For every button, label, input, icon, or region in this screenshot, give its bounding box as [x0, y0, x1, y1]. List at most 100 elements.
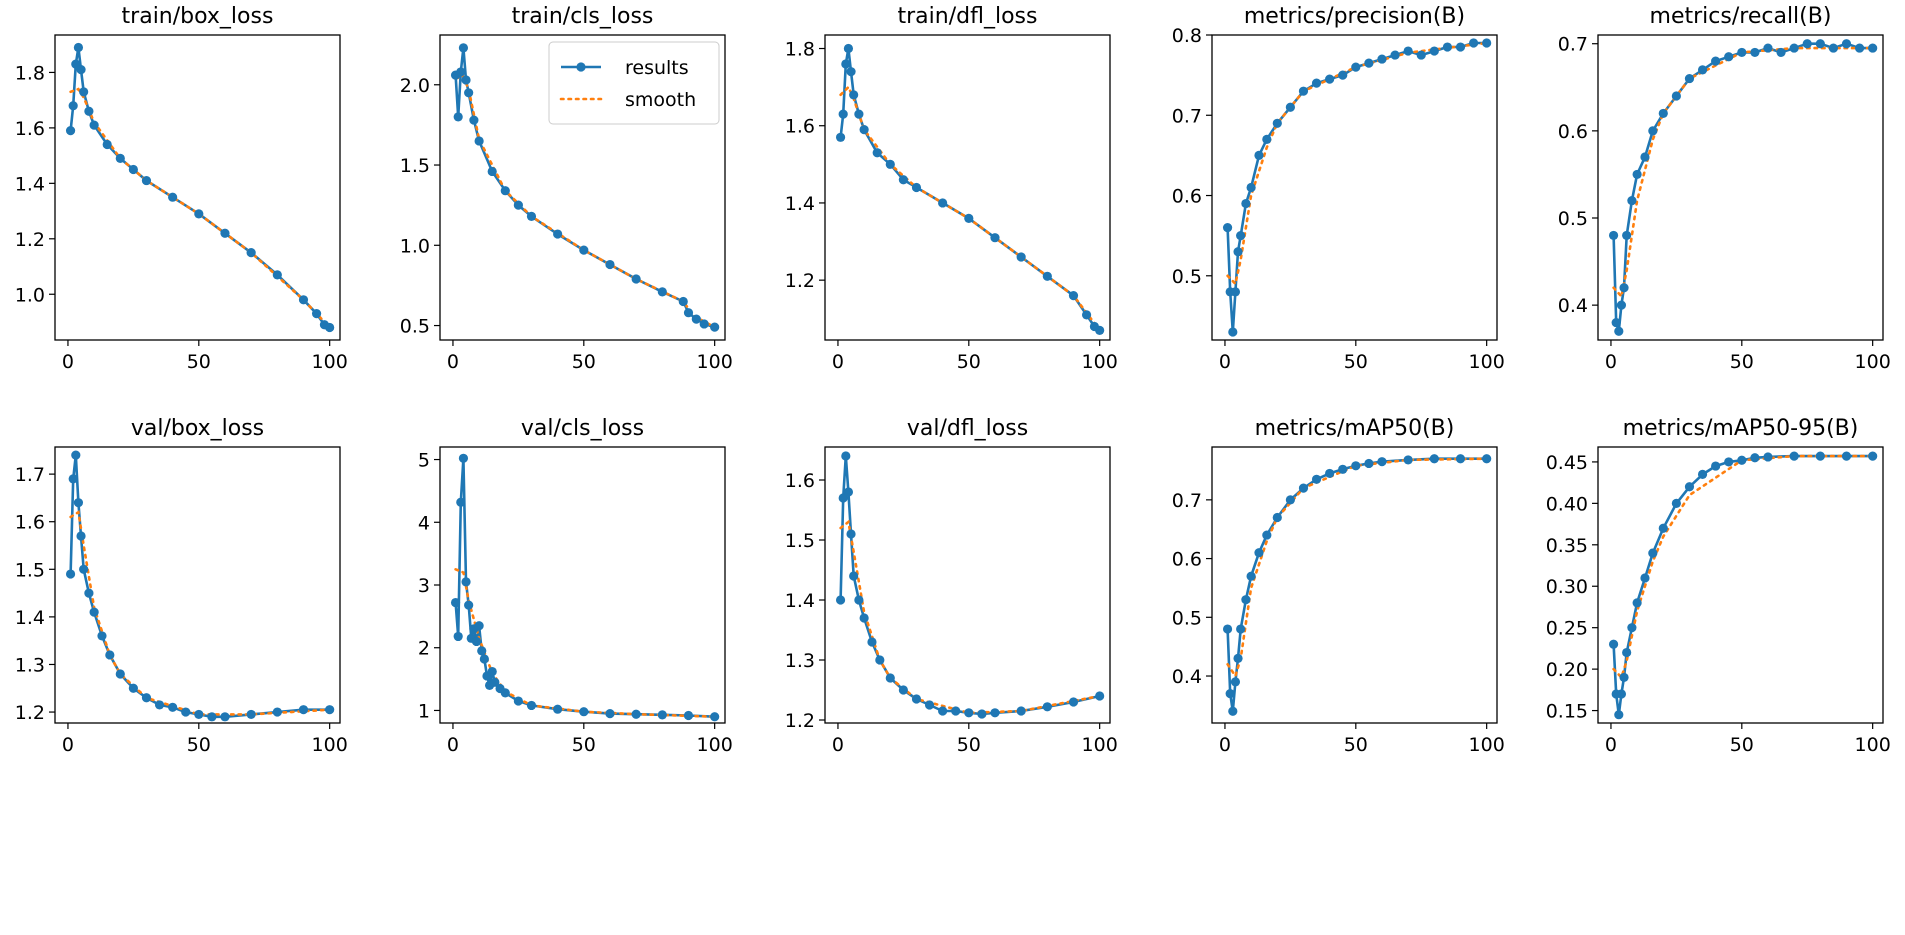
chart-metrics-precision-b-point	[1364, 58, 1374, 68]
chart-val-cls-loss-ytick-label: 5	[418, 450, 430, 472]
chart-metrics-map50-95-b-ytick-label: 0.15	[1546, 701, 1588, 723]
chart-val-box-loss-point	[220, 712, 230, 722]
chart-metrics-map50-95-b-point	[1684, 482, 1695, 492]
chart-val-dfl-loss-point	[924, 700, 935, 710]
chart-metrics-map50-95-b-point	[1614, 710, 1624, 720]
chart-metrics-map50-b-point	[1222, 624, 1233, 634]
chart-val-cls-loss-point	[526, 700, 537, 711]
chart-val-dfl-loss-point	[938, 706, 948, 716]
chart-metrics-recall-b-point	[1614, 326, 1624, 336]
chart-train-box-loss-point	[325, 322, 335, 333]
chart-metrics-map50-95-b-ytick-label: 0.40	[1546, 493, 1588, 515]
chart-train-box-loss-point	[115, 153, 125, 163]
chart-val-dfl-loss-point	[854, 595, 864, 605]
chart-metrics-precision-b-axes-frame	[1211, 34, 1498, 341]
chart-train-dfl-loss-point	[885, 159, 895, 169]
chart-train-cls-loss-point	[657, 287, 667, 297]
chart-val-dfl-loss-point	[1068, 697, 1079, 707]
chart-val-box-loss: val/box_loss 0 50 100 1.2 1.3 1.4 1.5 1.6 1.7	[15, 416, 348, 756]
chart-val-box-loss-ytick-label: 1.4	[15, 607, 45, 629]
chart-val-cls-loss-point	[657, 710, 667, 720]
chart-val-cls-loss-point	[458, 453, 469, 463]
chart-train-box-loss-xtick-label: 100	[312, 351, 348, 373]
chart-train-box-loss-xtick-label: 0	[62, 351, 74, 373]
chart-metrics-map50-b-xtick-label: 100	[1469, 734, 1505, 756]
chart-metrics-recall-b-point	[1622, 230, 1632, 241]
chart-train-box-loss-smooth-line	[69, 87, 332, 329]
chart-metrics-precision-b-point	[1416, 50, 1426, 60]
chart-val-box-loss-point	[194, 709, 204, 720]
chart-val-dfl-loss-axes-frame	[824, 446, 1111, 724]
chart-metrics-map50-b-point	[1364, 458, 1374, 469]
chart-metrics-precision-b-xtick-label: 0	[1219, 351, 1231, 373]
chart-val-cls-loss-smooth-line	[454, 567, 717, 719]
chart-metrics-precision-b-results-line	[1226, 41, 1487, 334]
chart-metrics-map50-b-point	[1246, 571, 1256, 581]
chart-val-dfl-loss-point	[867, 637, 877, 647]
chart-val-dfl-loss-point	[838, 493, 848, 503]
chart-metrics-precision-b-ytick-label: 0.7	[1172, 105, 1202, 127]
chart-metrics-precision-b-xtick-label: 100	[1469, 351, 1505, 373]
chart-metrics-map50-b-point	[1325, 468, 1335, 479]
chart-val-dfl-loss-point	[964, 708, 974, 718]
chart-metrics-precision-b-point	[1236, 231, 1246, 241]
chart-metrics-map50-b-point	[1455, 454, 1466, 464]
chart-val-box-loss-xtick-label: 100	[312, 734, 348, 756]
chart-val-cls-loss-point	[464, 600, 474, 610]
chart-metrics-recall-b-plot-area	[1608, 39, 1878, 336]
chart-train-dfl-loss-point	[911, 182, 922, 193]
chart-val-box-loss-results-line	[69, 453, 330, 719]
chart-metrics-recall-b-point	[1671, 91, 1681, 101]
chart-metrics-map50-b-point	[1482, 454, 1492, 464]
chart-train-cls-loss-ytick-label: 2.0	[400, 75, 430, 97]
chart-val-dfl-loss-point	[977, 709, 987, 719]
chart-val-box-loss-point	[128, 683, 138, 693]
chart-train-cls-loss-point	[605, 259, 615, 270]
chart-val-cls-loss-point	[490, 677, 500, 687]
chart-metrics-precision-b-point	[1311, 78, 1322, 88]
chart-metrics-precision-b-xtick-label: 50	[1344, 351, 1368, 373]
chart-train-cls-loss-point	[683, 308, 694, 318]
chart-train-box-loss-ytick-label: 1.0	[15, 284, 45, 306]
chart-val-dfl-loss-point	[835, 595, 846, 605]
chart-metrics-precision-b-point	[1230, 287, 1241, 297]
chart-val-cls-loss-ytick-label: 4	[418, 512, 430, 534]
legend-results-marker	[576, 62, 586, 72]
chart-metrics-recall-b-title: metrics/recall(B)	[1650, 4, 1832, 29]
chart-train-dfl-loss-point	[846, 67, 856, 77]
chart-metrics-map50-95-b-point	[1711, 461, 1721, 471]
chart-metrics-recall-b-point	[1854, 43, 1865, 53]
chart-metrics-recall-b-point	[1632, 169, 1642, 180]
chart-val-box-loss-point	[65, 569, 76, 579]
chart-metrics-map50-95-b-point	[1750, 453, 1760, 463]
chart-val-cls-loss-title: val/cls_loss	[521, 416, 644, 441]
chart-train-box-loss-point	[168, 192, 178, 202]
chart-train-cls-loss-point	[487, 166, 497, 177]
chart-train-cls-loss-xtick-label: 50	[572, 351, 596, 373]
chart-metrics-map50-95-b-point	[1616, 689, 1627, 699]
chart-val-box-loss-point	[89, 607, 99, 617]
legend-results-label: results	[625, 57, 689, 79]
chart-train-box-loss-point	[76, 65, 86, 75]
chart-val-box-loss-point	[246, 709, 256, 720]
chart-val-box-loss-ytick-label: 1.3	[15, 654, 45, 676]
chart-val-box-loss-point	[76, 531, 86, 541]
chart-metrics-recall-b-ytick-label: 0.4	[1558, 295, 1588, 317]
chart-val-cls-loss-point	[487, 666, 497, 677]
chart-metrics-map50-95-b-xtick-label: 50	[1730, 734, 1754, 756]
chart-train-dfl-loss-point	[990, 233, 1000, 243]
chart-val-cls-loss-point	[683, 710, 694, 721]
chart-metrics-precision-b: metrics/precision(B) 0 50 100 0.5 0.6 0.7 0.8	[1172, 4, 1505, 373]
chart-metrics-map50-b-point	[1403, 455, 1413, 465]
chart-val-box-loss-point	[168, 702, 178, 712]
chart-metrics-map50-b-results-line	[1226, 457, 1487, 713]
chart-train-box-loss-xtick-label: 50	[187, 351, 211, 373]
chart-train-cls-loss-point	[513, 200, 523, 210]
chart-metrics-recall-b-point	[1776, 47, 1786, 58]
chart-metrics-map50-95-b-point	[1658, 523, 1668, 533]
chart-metrics-precision-b-point	[1246, 182, 1256, 193]
chart-train-dfl-loss-point	[898, 175, 908, 185]
chart-metrics-recall-b-point	[1608, 230, 1619, 241]
chart-metrics-map50-b-point	[1351, 461, 1361, 471]
chart-val-cls-loss-ytick-label: 3	[418, 575, 430, 597]
